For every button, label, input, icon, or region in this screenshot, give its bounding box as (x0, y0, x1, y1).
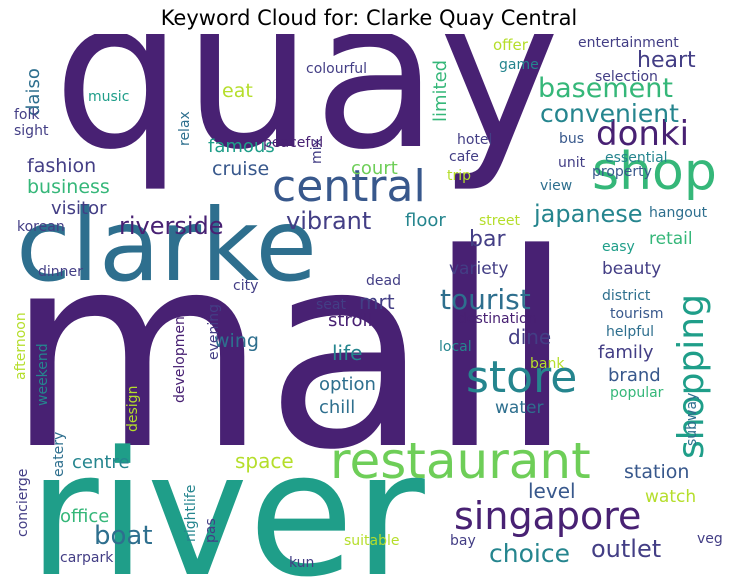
word-property: property (592, 164, 652, 180)
word-design: design (125, 385, 141, 432)
word-district: district (602, 288, 651, 304)
word-relax: relax (177, 111, 193, 146)
word-suitable: suitable (344, 533, 400, 549)
chart-title: Keyword Cloud for: Clarke Quay Central (160, 6, 578, 30)
word-music: music (88, 89, 130, 105)
word-chill: chill (319, 397, 356, 418)
word-visitor: visitor (51, 198, 107, 219)
word-brand: brand (608, 365, 661, 386)
word-cloud: quay mall mall river clarke restaurant c… (8, 34, 730, 578)
word-tourist: tourist (440, 283, 531, 316)
word-choice: choice (489, 539, 570, 568)
word-weekend: weekend (35, 343, 51, 406)
word-business: business (27, 176, 110, 198)
word-family: family (598, 342, 654, 363)
word-essential: essential (605, 150, 668, 166)
word-famous: famous (208, 136, 275, 157)
word-city: city (233, 278, 259, 294)
word-quay: quay (53, 34, 560, 195)
word-mrt: mrt (359, 290, 395, 314)
word-fashion: fashion (27, 155, 97, 177)
word-game: game (499, 57, 539, 73)
word-unit: unit (558, 155, 586, 171)
word-evening: evening (206, 303, 222, 360)
word-eatery: eatery (51, 431, 67, 477)
word-folk: folk (14, 107, 40, 123)
word-water: water (495, 398, 544, 418)
word-dine: dine (508, 325, 552, 349)
word-outlet: outlet (591, 535, 662, 563)
word-veg: veg (697, 531, 723, 547)
word-singapore: singapore (454, 494, 642, 538)
word-donki: donki (596, 114, 690, 154)
word-subway: subway (684, 392, 700, 446)
word-court: court (351, 158, 398, 179)
word-nightlife: nightlife (183, 484, 199, 542)
word-store: store (466, 352, 578, 403)
word-level: level (528, 479, 576, 503)
word-entertainment: entertainment (578, 35, 679, 51)
word-helpful: helpful (606, 324, 654, 340)
word-bar: bar (469, 227, 506, 252)
word-riverside: riverside (119, 212, 224, 240)
word-hotel: hotel (457, 132, 493, 148)
word-floor: floor (405, 210, 446, 231)
word-centre: centre (72, 452, 130, 473)
word-boat: boat (94, 521, 153, 551)
word-concierge: concierge (15, 468, 31, 537)
word-variety: variety (449, 259, 509, 279)
word-seat: seat (316, 297, 346, 313)
word-river: river (28, 414, 425, 579)
word-peaceful: peaceful (263, 135, 324, 151)
word-wing: wing (214, 330, 259, 352)
word-central: central (272, 161, 426, 212)
word-destination: destination (458, 311, 537, 327)
word-carpark: carpark (60, 550, 114, 566)
word-option: option (319, 374, 376, 395)
word-life: life (332, 341, 363, 365)
word-bank: bank (530, 356, 565, 372)
word-cruise: cruise (212, 158, 270, 180)
word-cafe: cafe (449, 149, 479, 165)
word-easy: easy (602, 239, 635, 255)
word-watch: watch (645, 487, 697, 507)
word-sight: sight (14, 123, 49, 139)
word-basement: basement (538, 73, 673, 104)
word-dead: dead (366, 273, 401, 289)
word-dinner: dinner (38, 264, 83, 280)
word-beauty: beauty (602, 259, 662, 279)
word-mall-h: mall (8, 197, 574, 509)
word-clarke: clarke (16, 187, 318, 304)
word-retail: retail (649, 229, 693, 249)
word-convenient: convenient (540, 99, 679, 128)
word-shop: shop (592, 142, 717, 202)
word-local: local (439, 339, 472, 355)
word-vibrant: vibrant (286, 207, 372, 235)
word-space: space (235, 449, 294, 473)
word-popular: popular (610, 385, 664, 401)
word-afternoon: afternoon (13, 312, 29, 380)
word-street: street (479, 213, 520, 229)
word-korean: korean (17, 219, 65, 235)
word-trip: trip (447, 168, 472, 184)
word-selection: selection (595, 69, 658, 85)
word-eat: eat (222, 80, 253, 102)
word-pas: pas (203, 518, 219, 543)
word-hangout: hangout (649, 205, 708, 221)
word-development: development (172, 310, 188, 403)
word-offer: offer (493, 36, 528, 54)
word-station: station (624, 461, 690, 483)
word-stroll: stroll (328, 310, 373, 331)
word-kun: kun (289, 555, 315, 571)
word-restaurant: restaurant (330, 432, 591, 490)
word-bus: bus (559, 131, 585, 147)
word-bay: bay (450, 533, 476, 549)
word-colourful: colourful (306, 61, 368, 77)
word-tourism: tourism (610, 306, 664, 322)
word-heart: heart (637, 48, 696, 73)
word-view: view (540, 178, 573, 194)
word-limited: limited (430, 59, 451, 122)
word-japanese: japanese (534, 200, 643, 228)
word-office: office (60, 506, 110, 527)
